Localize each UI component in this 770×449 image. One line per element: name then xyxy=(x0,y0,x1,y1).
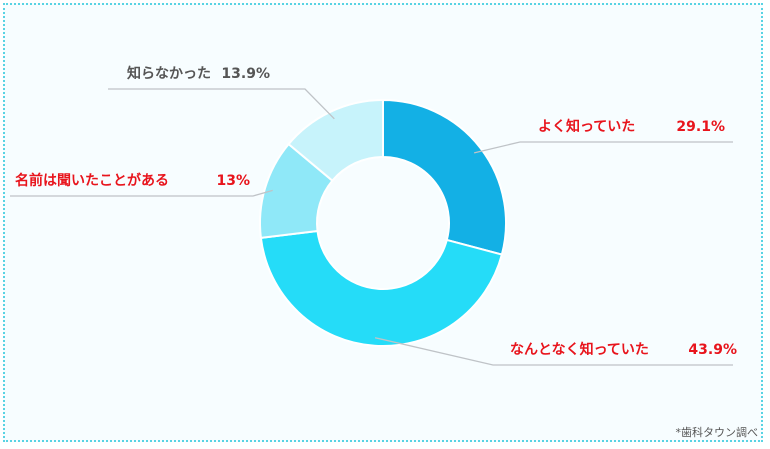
slice-label: 知らなかった xyxy=(127,65,211,82)
source-note: *歯科タウン調べ xyxy=(676,425,759,439)
leader-line xyxy=(108,88,335,120)
slice-value-label: 13.9% xyxy=(221,66,270,82)
leader-line xyxy=(374,337,733,366)
donut-slice xyxy=(259,229,504,347)
leader-line xyxy=(10,189,273,197)
donut-slice xyxy=(382,98,507,256)
donut-slice xyxy=(287,98,384,183)
slice-label: 名前は聞いたことがある xyxy=(15,172,169,189)
slice-label: なんとなく知っていた xyxy=(510,341,649,358)
slice-value-label: 13% xyxy=(216,173,250,189)
slice-value-label: 43.9% xyxy=(688,342,737,358)
chart-frame xyxy=(3,3,763,442)
slice-label: よく知っていた xyxy=(538,118,635,135)
leader-line xyxy=(474,141,733,154)
slice-value-label: 29.1% xyxy=(676,119,725,135)
